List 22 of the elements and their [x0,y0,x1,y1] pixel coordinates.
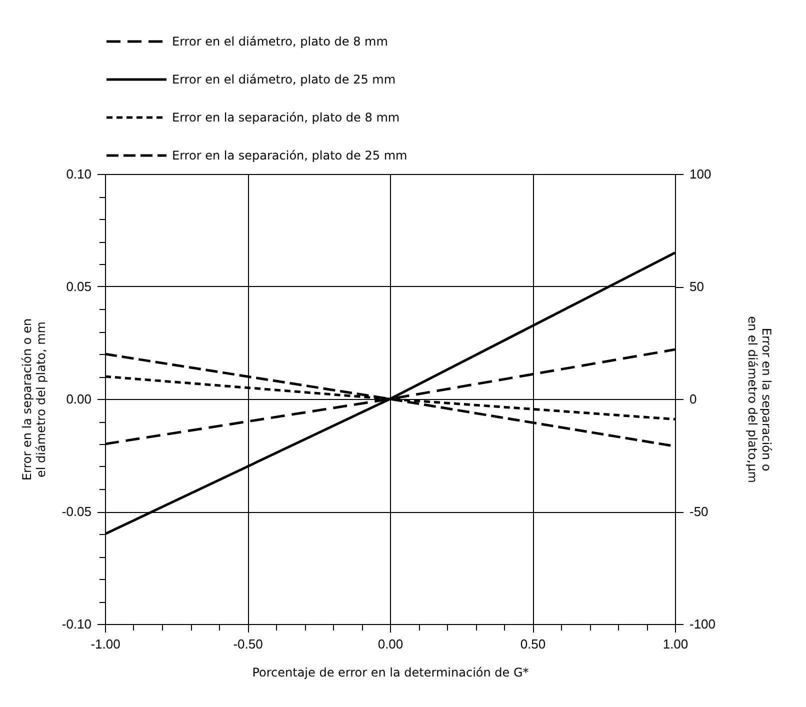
legend-label: Error en la separación, plato de 8 mm [172,110,400,124]
y-tick-label: -0.10 [62,616,92,632]
x-tick-label: -0.50 [233,636,263,652]
x-tick-label: 0.00 [378,636,404,652]
x-tick-label: 0.50 [520,636,546,652]
x-axis-title: Porcentaje de error en la determinación de G* [252,666,529,680]
y2-tick-label: 0 [690,392,697,406]
x-tick-label: 1.00 [662,636,688,652]
legend-label: Error en el diámetro, plato de 8 mm [172,34,388,48]
legend-label: Error en el diámetro, plato de 25 mm [172,72,396,86]
y2-tick-label: -50 [690,504,708,519]
y-axis-title: Error en la separación o en el diámetro del plato, mm [20,318,48,481]
y2-axis-title: Error en la separación o en el diámetro del plato,µm [746,316,774,483]
legend-label: Error en la separación, plato de 25 mm [172,148,408,162]
y-tick-label: 0.05 [66,279,92,294]
y2-tick-label: 50 [690,279,704,294]
y2-tick-label: -100 [690,616,716,632]
y-tick-label: 0.00 [66,392,92,406]
x-tick-label: -1.00 [90,636,120,652]
y-tick-label: 0.10 [66,166,92,182]
y2-tick-label: 100 [690,166,712,182]
y-tick-label: -0.05 [62,504,92,519]
